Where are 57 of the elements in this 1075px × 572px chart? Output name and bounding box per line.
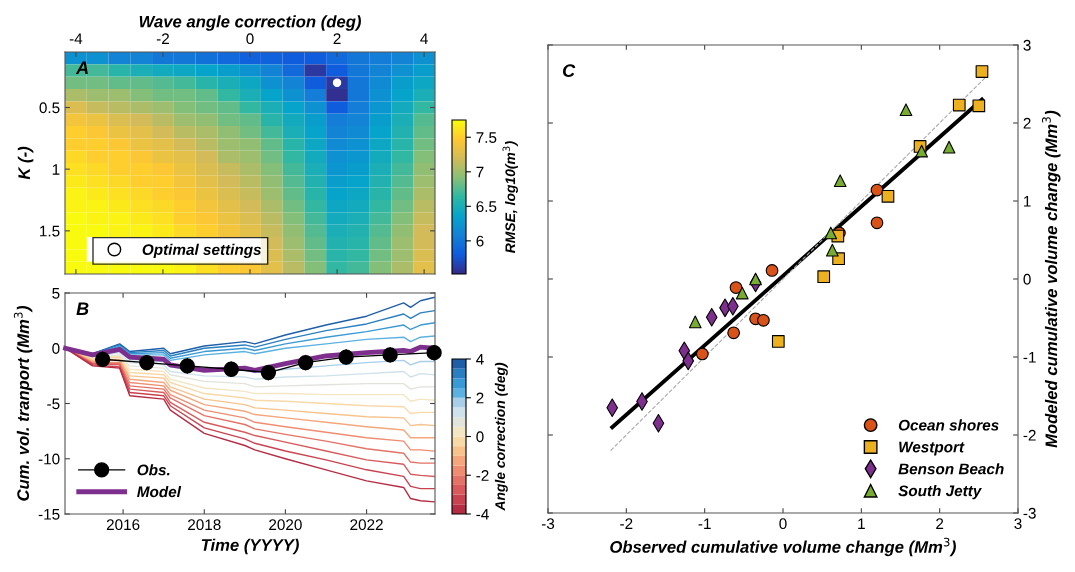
color-bar-label: 4 <box>476 354 484 365</box>
legend-label: South Jetty <box>898 485 982 500</box>
annotation: C <box>562 64 576 77</box>
y-tick-label: -10 <box>38 453 60 465</box>
legend-label: Benson Beach <box>898 463 1004 475</box>
y-tick-label: -5 <box>47 398 60 410</box>
x-tick-label: 2018 <box>188 519 221 531</box>
x-tick-label: 2 <box>936 518 944 529</box>
x-tick-label: 2016 <box>106 519 140 531</box>
y-tick-label: 5 <box>52 288 60 299</box>
x-tick-label: -3 <box>541 518 555 530</box>
x-tick-label: 0 <box>246 33 254 45</box>
legend-label: Ocean shores <box>898 419 999 431</box>
y-axis-title: Modeled cumulative volume change (Mm$^{3}$) <box>1042 110 1061 448</box>
x-tick-label: -2 <box>156 33 169 44</box>
y-tick-label: 0.5 <box>39 102 60 114</box>
y-tick-label: -15 <box>38 509 60 520</box>
y-tick-label: 1 <box>52 164 60 175</box>
color-bar-label: 6.5 <box>476 201 497 213</box>
annotation: B <box>76 302 89 315</box>
x-tick-label: 0 <box>779 518 787 530</box>
x-axis-title: Wave angle correction (deg) <box>139 15 361 31</box>
y-tick-label: 1 <box>1024 196 1031 207</box>
legend-label: Obs. <box>137 464 170 476</box>
x-axis-title: Time (YYYY) <box>201 538 299 555</box>
color-bar-title: Angle correction (deg) <box>494 362 508 511</box>
x-tick-label: -1 <box>698 518 711 529</box>
y-tick-label: -2 <box>1023 429 1036 441</box>
y-tick-label: 2 <box>1023 117 1031 129</box>
color-bar-label: 7 <box>476 166 484 178</box>
color-bar-label: 6 <box>476 235 484 247</box>
y-tick-label: 1.5 <box>40 225 60 237</box>
x-tick-label: 1 <box>858 518 865 529</box>
y-axis-title: K (-) <box>17 146 34 180</box>
y-tick-label: 0 <box>52 343 60 354</box>
x-tick-label: -2 <box>620 518 633 529</box>
color-bar-label: -4 <box>476 509 489 520</box>
legend-label: Model <box>137 486 182 498</box>
legend-label: Westport <box>899 441 965 456</box>
color-bar-title: RMSE, log10(m$^{3}$) <box>502 141 518 253</box>
y-tick-label: -3 <box>1023 507 1036 519</box>
y-tick-label: 0 <box>1023 273 1031 285</box>
y-tick-label: -1 <box>1023 352 1036 363</box>
x-tick-label: 2022 <box>350 519 383 531</box>
color-bar-label: -2 <box>476 470 489 481</box>
annotation: A <box>75 61 88 74</box>
color-bar-label: 0 <box>476 431 484 443</box>
color-bar-label: 7.5 <box>476 132 497 143</box>
x-tick-label: 4 <box>420 33 428 44</box>
x-tick-label: 2 <box>333 33 341 44</box>
legend-label: Optimal settings <box>142 243 262 259</box>
color-bar-label: 2 <box>476 392 484 404</box>
y-axis-title: Cum. vol. tranport (Mm$^{3}$) <box>13 305 33 501</box>
x-tick-label: 2020 <box>269 519 302 531</box>
x-tick-label: 3 <box>1014 518 1022 530</box>
x-tick-label: -4 <box>69 33 83 44</box>
x-axis-title: Observed cumulative volume change (Mm$^{3}$) <box>610 537 956 557</box>
